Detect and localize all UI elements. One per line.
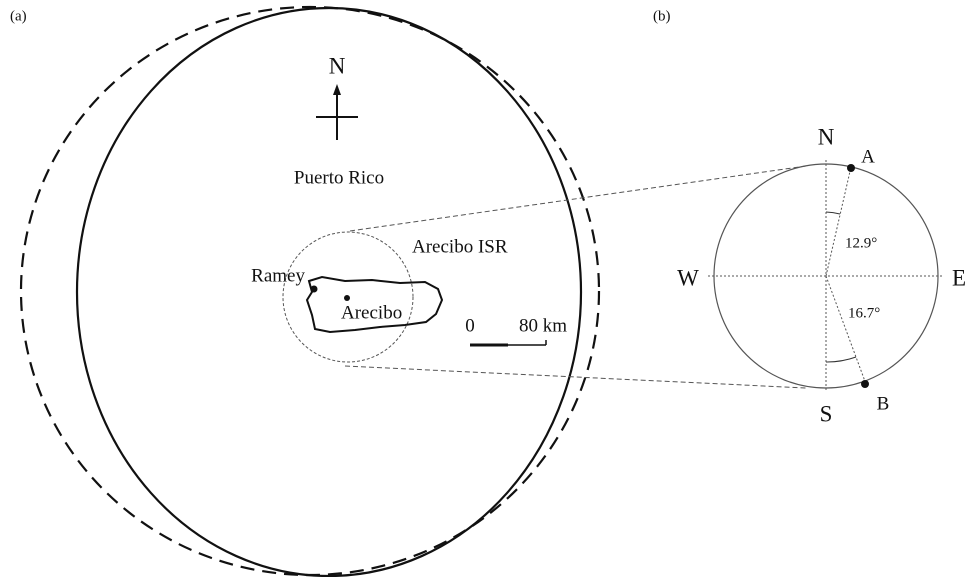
dashed-circle — [19, 5, 601, 577]
beam-a — [825, 166, 852, 277]
north-label: N — [329, 53, 346, 78]
connector — [344, 365, 807, 389]
compass-w: W — [677, 265, 699, 290]
point-a — [847, 164, 855, 172]
point-label: A — [861, 146, 875, 167]
radar-label: Arecibo ISR — [412, 236, 508, 257]
radar-circle — [282, 231, 414, 363]
city-dot — [310, 285, 318, 293]
city-dot — [344, 295, 350, 301]
place-label: Arecibo — [341, 302, 402, 323]
angle-arc — [825, 211, 841, 215]
place-label: Ramey — [251, 265, 305, 286]
angle-arc — [825, 356, 857, 363]
beam-b — [825, 275, 867, 385]
scale-label: 80 km — [519, 315, 567, 336]
compass-n: N — [818, 124, 835, 149]
angle-label: 12.9° — [845, 235, 877, 251]
connector — [349, 165, 807, 232]
point-b — [861, 380, 869, 388]
angle-label: 16.7° — [848, 305, 880, 321]
region-title: Puerto Rico — [294, 167, 384, 188]
scale-label: 0 — [465, 315, 475, 336]
point-label: B — [877, 393, 890, 414]
compass-e: E — [952, 265, 966, 290]
compass-s: S — [820, 401, 833, 426]
panel-label: (b) — [653, 8, 671, 24]
island — [305, 275, 444, 334]
arrow-head — [333, 84, 341, 95]
solid-circle — [75, 6, 583, 577]
panel-label: (a) — [10, 8, 27, 24]
